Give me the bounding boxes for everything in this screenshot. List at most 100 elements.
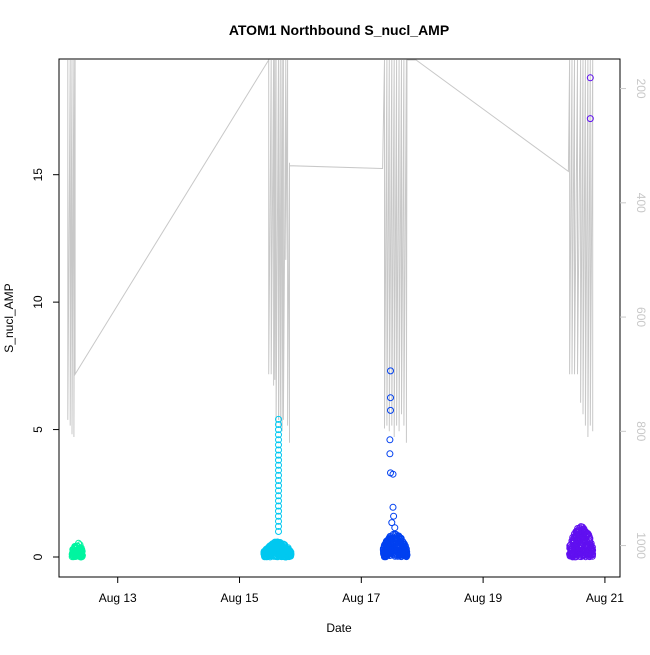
data-point — [402, 550, 410, 557]
secondary-line-layer — [67, 58, 594, 443]
data-point — [584, 551, 592, 559]
series-1 — [68, 539, 86, 561]
data-point — [569, 538, 577, 546]
data-point — [388, 546, 396, 554]
y-tick-label: 0 — [31, 553, 45, 560]
data-point — [580, 550, 588, 558]
data-point — [583, 529, 590, 537]
data-point — [275, 522, 282, 530]
data-point — [270, 545, 278, 553]
data-point — [400, 551, 408, 559]
y2-tick-label: 1000 — [634, 532, 648, 559]
data-point — [275, 497, 282, 505]
data-point — [577, 541, 585, 549]
data-point — [74, 545, 82, 553]
y-axis-label: S_nucl_AMP — [2, 283, 16, 352]
x-tick-label: Aug 21 — [586, 591, 624, 605]
data-point — [387, 544, 395, 552]
data-point — [388, 519, 396, 527]
data-point — [395, 532, 403, 540]
data-point — [400, 542, 408, 550]
data-point — [387, 367, 394, 375]
data-point — [71, 544, 79, 551]
data-point — [390, 512, 398, 520]
data-point — [287, 550, 295, 558]
x-tick-label: Aug 17 — [342, 591, 380, 605]
series-3 — [379, 367, 411, 561]
data-point — [260, 550, 268, 558]
data-point — [275, 415, 282, 423]
x-tick-label: Aug 15 — [220, 591, 258, 605]
data-point — [577, 534, 585, 542]
data-point — [586, 542, 594, 549]
data-point — [391, 524, 399, 532]
data-point — [275, 456, 282, 464]
data-point — [275, 544, 283, 552]
secondary-series-line — [67, 58, 594, 443]
data-point — [275, 451, 282, 459]
data-point — [385, 536, 393, 544]
data-point — [275, 487, 282, 495]
chart-title: ATOM1 Northbound S_nucl_AMP — [229, 22, 449, 38]
data-point — [275, 507, 282, 515]
data-point — [275, 461, 282, 469]
data-point — [570, 534, 578, 542]
data-point — [275, 477, 282, 484]
data-point — [585, 531, 592, 539]
y2-tick-label: 200 — [634, 79, 648, 99]
data-point — [275, 482, 282, 490]
x-tick-label: Aug 19 — [464, 591, 502, 605]
data-point — [586, 74, 594, 82]
data-point — [382, 547, 390, 555]
data-point — [275, 528, 282, 535]
data-point — [384, 551, 392, 559]
data-point — [386, 450, 394, 458]
data-point — [577, 523, 585, 531]
data-point — [76, 549, 83, 557]
data-point — [69, 551, 77, 559]
data-point — [397, 550, 405, 558]
data-point — [275, 517, 282, 525]
x-axis-label: Date — [326, 621, 352, 635]
data-point — [387, 394, 394, 402]
data-point — [275, 431, 282, 439]
data-point — [384, 544, 392, 552]
data-point — [275, 436, 282, 444]
series-2 — [260, 415, 295, 561]
data-point — [389, 470, 397, 478]
data-point — [386, 436, 394, 444]
data-point — [587, 550, 595, 558]
data-point — [275, 446, 282, 454]
data-point — [389, 503, 397, 511]
data-point — [275, 502, 282, 510]
data-point — [275, 512, 282, 520]
y-tick-label: 10 — [31, 295, 45, 309]
data-point — [275, 492, 282, 500]
data-point — [567, 551, 575, 559]
data-point — [568, 547, 576, 555]
axes-layer: Aug 13 Aug 15 Aug 17 Aug 19 Aug 21 0 5 10 15 200 4… — [31, 79, 648, 605]
data-point — [275, 421, 282, 428]
data-point — [385, 539, 392, 546]
data-point — [387, 406, 394, 414]
y-tick-label: 5 — [31, 426, 45, 433]
data-point — [275, 426, 282, 434]
data-point — [574, 528, 582, 536]
y2-tick-label: 800 — [634, 421, 648, 441]
data-point — [275, 471, 282, 479]
data-point — [573, 543, 581, 551]
y-tick-label: 15 — [31, 168, 45, 182]
plot-frame — [58, 58, 621, 578]
data-point — [275, 466, 282, 474]
points-layer — [68, 74, 597, 561]
data-point — [586, 115, 594, 123]
series-4 — [566, 74, 597, 561]
y2-tick-label: 400 — [634, 193, 648, 213]
y2-tick-label: 600 — [634, 307, 648, 327]
data-point — [381, 543, 388, 551]
x-tick-label: Aug 13 — [99, 591, 137, 605]
data-point — [394, 536, 401, 544]
